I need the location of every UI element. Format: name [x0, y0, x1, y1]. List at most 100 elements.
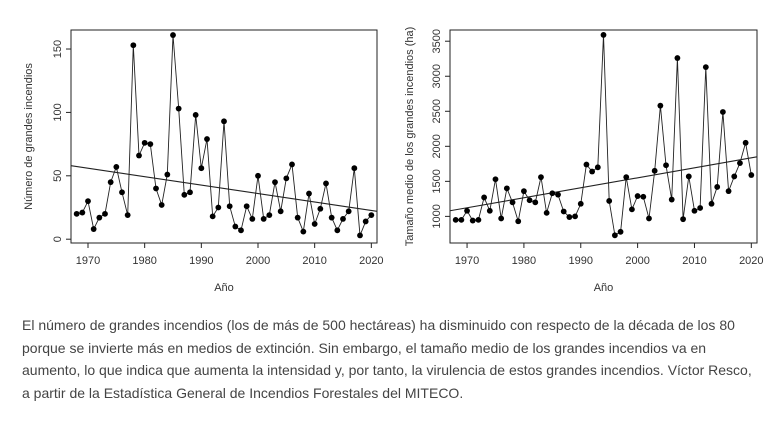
data-point	[164, 171, 171, 178]
data-point	[317, 205, 324, 212]
data-point	[737, 160, 743, 167]
data-point	[498, 215, 505, 222]
data-point	[680, 216, 686, 223]
data-point	[714, 184, 721, 190]
data-point	[583, 161, 590, 168]
data-point	[147, 141, 154, 148]
data-point	[181, 191, 188, 198]
data-point	[515, 218, 522, 225]
data-point	[646, 215, 652, 222]
data-point	[79, 209, 86, 216]
x-tick-label: 2010	[682, 255, 706, 267]
y-tick-label: 1500	[431, 169, 443, 193]
data-point	[697, 205, 704, 211]
data-point	[300, 228, 307, 235]
data-point	[187, 189, 193, 196]
plot-frame	[70, 29, 378, 244]
data-point	[640, 193, 647, 200]
x-tick-label: 2020	[739, 255, 763, 267]
data-point	[532, 199, 539, 206]
data-point	[357, 232, 363, 239]
data-point	[73, 210, 80, 217]
data-point	[617, 228, 624, 235]
x-tick-label: 1980	[512, 255, 536, 267]
data-point	[107, 179, 114, 186]
data-point	[572, 213, 578, 220]
data-point	[238, 227, 244, 234]
data-point	[549, 190, 556, 197]
figure: 1970 1980 1990 2000 2010 2020 0 50 100 150 Año Núme…	[23, 27, 764, 294]
data-point	[674, 55, 681, 61]
data-point	[266, 212, 273, 219]
data-point	[503, 185, 510, 192]
data-point	[85, 198, 91, 205]
data-point	[243, 203, 250, 210]
data-point	[136, 152, 142, 159]
x-tick-label: 2000	[246, 255, 270, 267]
data-point	[255, 172, 261, 179]
data-point	[691, 207, 698, 214]
x-axis-title: Año	[594, 282, 614, 294]
data-point	[289, 161, 295, 168]
charts-figure: 1970 1980 1990 2000 2010 2020 0 50 100 150 Año Núme…	[23, 27, 764, 294]
data-point	[623, 174, 630, 181]
data-point	[742, 139, 749, 146]
x-tick-label: 2000	[625, 255, 649, 267]
chart-grandes-incendios-count: 1970 1980 1990 2000 2010 2020 0 50 100 150 Año Núme…	[23, 29, 384, 294]
data-point	[600, 32, 607, 38]
data-point	[725, 188, 732, 195]
data-point	[170, 32, 176, 38]
data-point	[249, 216, 256, 222]
data-point	[538, 174, 544, 181]
data-point	[351, 165, 358, 172]
data-point	[748, 172, 755, 178]
data-point	[141, 139, 148, 146]
data-point	[260, 216, 267, 222]
data-point	[651, 167, 658, 174]
data-point	[560, 208, 567, 215]
data-point	[458, 216, 465, 223]
data-point	[124, 212, 131, 219]
y-tick-label: 50	[52, 170, 64, 182]
data-point	[192, 112, 199, 118]
y-tick-label: 3000	[431, 64, 443, 88]
data-point	[340, 216, 346, 222]
y-tick-label: 2000	[431, 134, 443, 158]
x-tick-label: 2020	[359, 255, 383, 267]
data-point	[130, 42, 137, 49]
data-point	[611, 232, 618, 239]
data-point	[629, 206, 635, 213]
x-tick-label: 1990	[569, 255, 593, 267]
y-axis-title: Tamaño medio de los grandes incendios (h…	[404, 27, 416, 247]
data-point	[311, 221, 318, 227]
data-point	[221, 118, 227, 125]
data-point	[226, 203, 233, 210]
y-tick-label: 3500	[431, 29, 443, 53]
trend-line	[449, 156, 758, 212]
data-point	[668, 196, 675, 203]
data-point	[521, 188, 527, 195]
y-tick-label: 0	[52, 236, 64, 242]
data-point	[334, 227, 341, 234]
y-axis-title: Número de grandes incendios	[23, 63, 35, 210]
plot-frame	[449, 29, 758, 244]
data-point	[594, 164, 601, 171]
data-point	[232, 223, 239, 230]
data-point	[209, 213, 216, 220]
data-point	[323, 180, 329, 187]
data-point	[90, 226, 97, 232]
data-point	[566, 214, 573, 220]
x-tick-label: 2010	[302, 255, 326, 267]
x-tick-label: 1970	[76, 255, 100, 267]
data-point	[362, 218, 369, 225]
data-point	[368, 212, 375, 219]
data-point	[175, 105, 182, 112]
x-tick-label: 1980	[132, 255, 156, 267]
data-point	[294, 214, 301, 221]
data-point	[702, 64, 709, 71]
data-point	[577, 200, 584, 207]
y-tick-label: 150	[52, 40, 64, 58]
data-point	[328, 214, 335, 221]
data-point	[663, 162, 669, 169]
data-point	[475, 216, 482, 223]
